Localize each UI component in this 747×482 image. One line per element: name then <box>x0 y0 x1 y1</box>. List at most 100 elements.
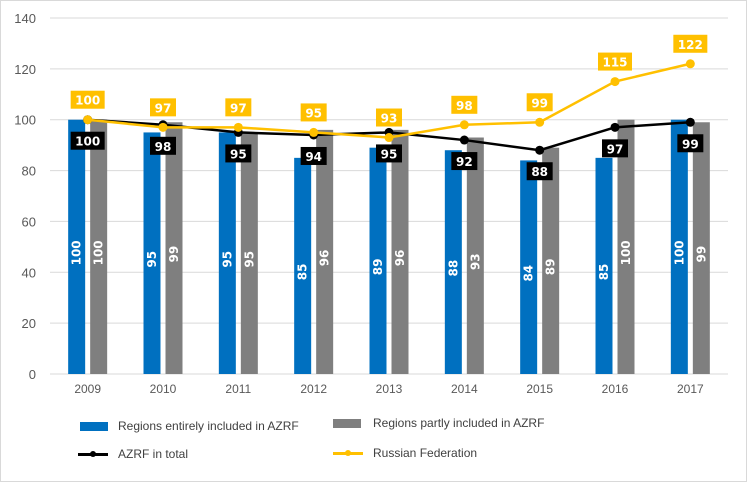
bar-value-label: 93 <box>468 253 482 270</box>
rf-data-label: 97 <box>230 101 247 115</box>
rf-data-label: 93 <box>381 112 398 126</box>
legend-line-yellow <box>333 447 363 459</box>
rf-data-label: 99 <box>531 96 548 110</box>
bar-value-label: 95 <box>145 251 159 268</box>
legend-swatch-gray <box>333 418 361 428</box>
bar-value-label: 95 <box>242 251 256 268</box>
rf-data-label: 98 <box>456 99 473 113</box>
azrf-data-label-box <box>300 146 327 165</box>
series-point <box>83 115 93 125</box>
rf-data-label-box <box>150 98 176 117</box>
bar-value-label: 88 <box>446 260 460 277</box>
series-point <box>685 117 695 127</box>
rf-data-label: 95 <box>305 106 322 120</box>
series-point <box>459 135 469 145</box>
x-tick-label: 2010 <box>150 382 177 396</box>
azrf-data-label-box <box>70 131 105 150</box>
azrf-data-label: 88 <box>531 165 548 179</box>
azrf-data-label: 99 <box>682 137 699 151</box>
azrf-data-label: 100 <box>75 135 100 149</box>
bar <box>316 129 334 374</box>
azrf-data-label: 97 <box>607 142 624 156</box>
bar-value-label: 89 <box>544 258 558 275</box>
x-tick-label: 2012 <box>300 382 327 396</box>
bar-value-label: 100 <box>619 240 633 265</box>
bar <box>240 132 258 374</box>
series-point <box>685 59 695 69</box>
bar <box>466 137 484 374</box>
rf-data-label-box <box>376 108 402 127</box>
bar-value-label: 85 <box>296 264 310 281</box>
azrf-data-label: 95 <box>381 147 398 161</box>
azrf-data-label-box <box>677 134 704 153</box>
series-point <box>459 120 469 130</box>
legend-swatch-blue <box>80 421 108 431</box>
bar <box>391 129 409 374</box>
rf-data-label-box <box>70 90 105 109</box>
bar <box>218 132 236 374</box>
y-tick-label: 80 <box>22 164 36 179</box>
bar <box>369 147 387 374</box>
bar <box>90 119 108 374</box>
bar-value-label: 100 <box>70 240 84 265</box>
legend-label: Regions entirely included in AZRF <box>118 419 299 433</box>
legend-item-partly: Regions partly included in AZRF <box>333 416 544 430</box>
y-tick-label: 120 <box>14 62 36 77</box>
bar <box>294 157 312 374</box>
azrf-data-label-box <box>451 152 478 171</box>
bar <box>143 132 161 374</box>
bar-value-label: 99 <box>167 246 181 263</box>
bar-value-label: 96 <box>318 250 332 267</box>
azrf-data-label: 98 <box>155 140 172 154</box>
azrf-data-label: 92 <box>456 155 473 169</box>
x-tick-label: 2014 <box>451 382 478 396</box>
rf-data-label-box <box>526 93 553 112</box>
legend-item-russia: Russian Federation <box>333 446 477 460</box>
azrf-data-label-box <box>376 144 402 163</box>
bar <box>165 122 183 374</box>
bar-value-label: 84 <box>522 265 536 282</box>
series-point <box>610 77 620 87</box>
y-tick-label: 60 <box>22 214 36 229</box>
bar <box>692 122 710 374</box>
bar-value-label: 100 <box>92 240 106 265</box>
series-point <box>233 122 243 132</box>
bar-value-label: 85 <box>597 264 611 281</box>
azrf-data-label-box <box>602 139 628 158</box>
series-point <box>610 122 620 132</box>
series-point <box>384 133 394 143</box>
bar <box>520 160 538 374</box>
x-tick-label: 2013 <box>376 382 403 396</box>
series-point <box>158 122 168 132</box>
bar <box>542 147 560 374</box>
bar-value-label: 96 <box>393 250 407 267</box>
x-tick-label: 2015 <box>526 382 553 396</box>
series-point <box>535 145 545 155</box>
rf-data-label: 100 <box>75 94 100 108</box>
azrf-data-label-box <box>150 136 176 155</box>
y-tick-label: 100 <box>14 113 36 128</box>
x-tick-label: 2017 <box>677 382 704 396</box>
legend-label: Russian Federation <box>373 446 478 460</box>
y-tick-label: 20 <box>22 316 36 331</box>
series-point <box>535 117 545 127</box>
rf-data-label-box <box>225 98 252 117</box>
rf-data-label: 97 <box>155 101 172 115</box>
bar-value-label: 95 <box>220 251 234 268</box>
azrf-data-label: 94 <box>305 150 322 164</box>
y-tick-label: 140 <box>14 11 36 26</box>
legend-line-black <box>78 448 108 460</box>
rf-data-label-box <box>451 95 478 114</box>
series-point <box>309 127 319 137</box>
x-tick-label: 2011 <box>225 382 251 396</box>
azrf-data-label-box <box>526 162 553 181</box>
bar-value-label: 100 <box>672 240 686 265</box>
legend-label: AZRF in total <box>118 447 189 461</box>
rf-data-label: 122 <box>678 38 703 52</box>
rf-data-label-box <box>673 34 708 53</box>
y-tick-label: 40 <box>22 265 36 280</box>
bar <box>595 157 613 374</box>
rf-data-label-box <box>598 52 632 71</box>
legend-label: Regions partly included in AZRF <box>373 416 545 430</box>
